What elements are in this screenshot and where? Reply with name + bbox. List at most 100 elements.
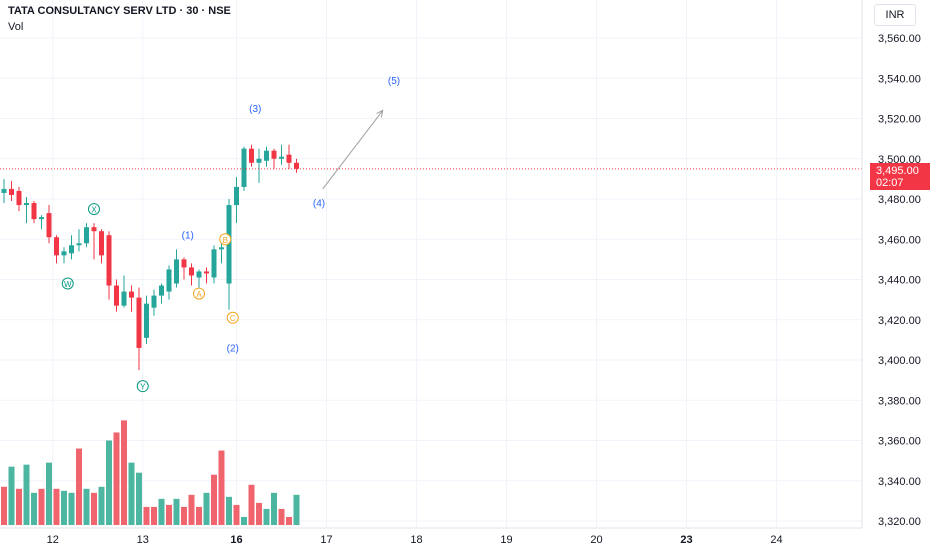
candlesticks [1, 144, 299, 371]
price-tick-label: 3,420.00 [878, 315, 921, 327]
wave-label-text: C [230, 314, 236, 323]
candle [294, 158, 299, 173]
candle [151, 289, 157, 316]
volume-bar [166, 504, 172, 526]
candle [39, 215, 44, 230]
candle [106, 231, 112, 300]
candle [99, 229, 104, 264]
grid-lines [0, 0, 862, 528]
volume-bar [143, 506, 150, 526]
volume-bar [181, 506, 187, 526]
wave-label[interactable]: (2) [227, 343, 239, 354]
volume-bar [226, 496, 232, 526]
candle [31, 201, 37, 224]
volume-bar [218, 450, 225, 526]
volume-bar [241, 516, 247, 526]
candle [76, 229, 82, 252]
time-axis[interactable]: 12 13 16 17 18 19 20 23 24 [47, 534, 783, 546]
candle-body [31, 203, 37, 220]
wave-label[interactable]: (5) [388, 76, 400, 87]
candle-body [159, 285, 164, 296]
wave-label-text: (5) [388, 76, 400, 87]
wave-label-text: Y [140, 383, 146, 392]
candle [249, 144, 254, 167]
time-tick-label: 19 [500, 534, 512, 546]
candle [256, 148, 262, 183]
volume-indicator-label[interactable]: Vol [8, 21, 24, 33]
volume-bar [203, 492, 210, 526]
wave-label-circle [136, 380, 149, 393]
time-tick-label: 13 [137, 534, 149, 546]
last-price-value: 3,495.00 [876, 165, 919, 177]
candle-body [1, 188, 7, 193]
wave-label[interactable]: W [61, 277, 74, 290]
price-tick-label: 3,560.00 [878, 33, 921, 45]
candle [9, 180, 14, 202]
wave-label[interactable]: (1) [182, 231, 194, 242]
wave-label[interactable]: (4) [313, 199, 325, 210]
projection-arrow-line [322, 110, 384, 190]
currency-button[interactable]: INR [874, 4, 916, 26]
volume-bar [188, 494, 195, 526]
candle [174, 249, 179, 288]
price-tick-label: 3,400.00 [878, 355, 921, 367]
candle-body [76, 243, 82, 246]
elliott-wave-labels: (1) (2) (3) (4) (5) W X Y A B C [61, 76, 400, 393]
symbol-title[interactable]: TATA CONSULTANCY SERV LTD · 30 · NSE [8, 5, 231, 17]
wave-label[interactable]: X [88, 203, 100, 216]
candle [46, 205, 52, 244]
volume-bar [38, 488, 45, 526]
candle-body [286, 154, 292, 163]
candle [159, 283, 164, 304]
candle-body [226, 205, 232, 284]
wave-label[interactable]: B [219, 233, 232, 246]
candle-body [271, 150, 277, 159]
candle [61, 247, 67, 264]
candle-body [189, 267, 194, 276]
candle-body [121, 291, 127, 306]
candle [189, 263, 194, 286]
wave-label[interactable]: Y [136, 380, 149, 393]
wave-label-text: (4) [313, 199, 325, 210]
volume-bar [173, 498, 180, 526]
projection-arrow-head [376, 109, 384, 118]
price-tick-label: 3,360.00 [878, 436, 921, 448]
time-tick-label: 24 [770, 534, 782, 546]
wave-label[interactable]: C [226, 311, 239, 324]
candle-body [181, 259, 187, 268]
price-axis[interactable]: 3,560.00 3,540.00 3,520.00 3,500.00 3,480.00… [878, 33, 921, 528]
candle-body [91, 227, 97, 232]
price-tick-label: 3,540.00 [878, 73, 921, 85]
candle [129, 285, 134, 312]
candle-body [219, 247, 224, 250]
candle-body [69, 245, 74, 254]
candle [286, 144, 292, 169]
candle [234, 176, 239, 224]
wave-label-text: (2) [227, 343, 239, 354]
candle [279, 144, 284, 165]
volume-bar [196, 506, 202, 526]
wave-label-text: W [64, 280, 72, 289]
candle-body [16, 190, 22, 206]
wave-label-text: A [196, 290, 202, 299]
volume-bar [98, 486, 105, 526]
volume-bar [1, 486, 7, 526]
wave-label-circle [219, 233, 232, 246]
volume-bar [113, 432, 120, 526]
volume-bar [263, 508, 270, 526]
price-tick-label: 3,460.00 [878, 234, 921, 246]
wave-label[interactable]: A [193, 287, 205, 300]
volume-bar [286, 516, 292, 526]
candle-body [166, 269, 172, 292]
volume-bar [128, 462, 135, 526]
volume-bar [61, 490, 67, 526]
wave-label-circle [193, 287, 205, 300]
candle [136, 287, 142, 371]
candle-body [99, 231, 104, 256]
candle [219, 243, 224, 264]
volume-bar [91, 492, 97, 526]
candle-body [39, 217, 44, 220]
candle-body [211, 249, 217, 278]
wave-label[interactable]: (3) [249, 104, 261, 115]
